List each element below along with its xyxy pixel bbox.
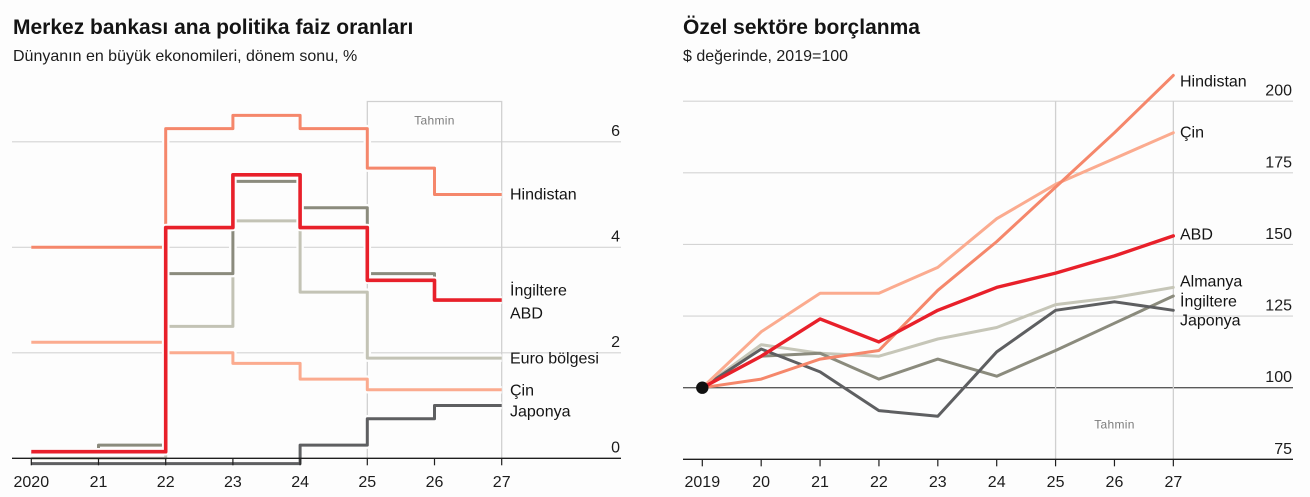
x-tick-label: 24 (988, 474, 1006, 491)
policy-rate-series-labels: Japonya Çin Euro bölgesi İngiltere Hindistan… (510, 187, 599, 421)
x-tick-label: 20 (752, 474, 770, 491)
series-label-cin: Çin (1180, 125, 1204, 142)
x-tick-label: 21 (811, 474, 829, 491)
private-credit-chart: Özel sektöre borçlanma $ değerinde, 2019… (683, 16, 1293, 491)
y-tick-label: 0 (611, 439, 620, 456)
x-tick-label: 22 (870, 474, 888, 491)
x-tick-label: 27 (493, 474, 511, 491)
series-line-cin (700, 131, 1175, 390)
forecast-label: Tahmin (1094, 418, 1134, 432)
private-credit-series (696, 73, 1176, 418)
series-line-japonya (700, 300, 1175, 418)
series-line-ingiltere (31, 179, 502, 455)
x-tick-label: 23 (224, 474, 242, 491)
policy-rate-series (31, 111, 502, 468)
series-label-japonya: Japonya (1180, 313, 1241, 330)
policy-rate-chart: Merkez bankası ana politika faiz oranlar… (12, 16, 621, 491)
x-tick-label: 26 (1106, 474, 1124, 491)
y-tick-label: 2 (611, 334, 620, 351)
series-label-ingiltere: İngiltere (1180, 292, 1237, 311)
forecast-label: Tahmin (414, 114, 454, 128)
x-tick-label: 2019 (685, 474, 721, 491)
start-marker (696, 381, 709, 394)
series-line-japonya (31, 404, 502, 466)
series-label-ingiltere: İngiltere (510, 281, 567, 300)
series-line-abd (31, 172, 502, 454)
series-label-hindistan: Hindistan (510, 187, 577, 204)
series-label-hindistan: Hindistan (1180, 74, 1247, 91)
x-tick-label: 24 (291, 474, 309, 491)
private-credit-forecast-region: Tahmin (1054, 101, 1174, 460)
y-tick-label: 175 (1265, 154, 1292, 171)
series-halo-cin (31, 338, 502, 394)
y-tick-label: 6 (611, 123, 620, 140)
x-tick-label: 25 (358, 474, 376, 491)
series-line-hindistan (700, 73, 1175, 390)
x-tick-label: 2020 (14, 474, 50, 491)
policy-rate-chart-subtitle: Dünyanın en büyük ekonomileri, dönem son… (13, 48, 357, 65)
x-tick-label: 22 (157, 474, 175, 491)
series-line-cin (31, 340, 502, 392)
series-label-japonya: Japonya (510, 404, 571, 421)
y-tick-label: 150 (1265, 226, 1292, 243)
x-tick-label: 21 (90, 474, 108, 491)
series-line-almanya (700, 285, 1175, 390)
series-line-abd (700, 234, 1176, 390)
y-tick-label: 4 (611, 228, 620, 245)
policy-rate-chart-title: Merkez bankası ana politika faiz oranlar… (13, 16, 413, 39)
x-tick-label: 25 (1047, 474, 1065, 491)
series-label-euro-bolgesi: Euro bölgesi (510, 351, 599, 368)
y-tick-label: 125 (1265, 298, 1292, 315)
y-tick-label: 200 (1265, 83, 1292, 100)
policy-rate-x-axis: 2020 21 22 23 24 25 26 27 (12, 457, 621, 491)
x-tick-label: 26 (426, 474, 444, 491)
x-tick-label: 27 (1164, 474, 1182, 491)
private-credit-chart-title: Özel sektöre borçlanma (683, 16, 920, 39)
private-credit-x-axis: 2019 20 21 22 23 24 25 26 27 (683, 458, 1293, 491)
y-tick-label: 75 (1274, 441, 1292, 458)
series-label-almanya: Almanya (1180, 274, 1242, 291)
private-credit-chart-subtitle: $ değerinde, 2019=100 (683, 48, 848, 65)
series-label-cin: Çin (510, 383, 534, 400)
x-tick-label: 23 (929, 474, 947, 491)
series-label-abd: ABD (1180, 227, 1213, 244)
series-label-abd: ABD (510, 306, 543, 323)
y-tick-label: 100 (1265, 369, 1292, 386)
